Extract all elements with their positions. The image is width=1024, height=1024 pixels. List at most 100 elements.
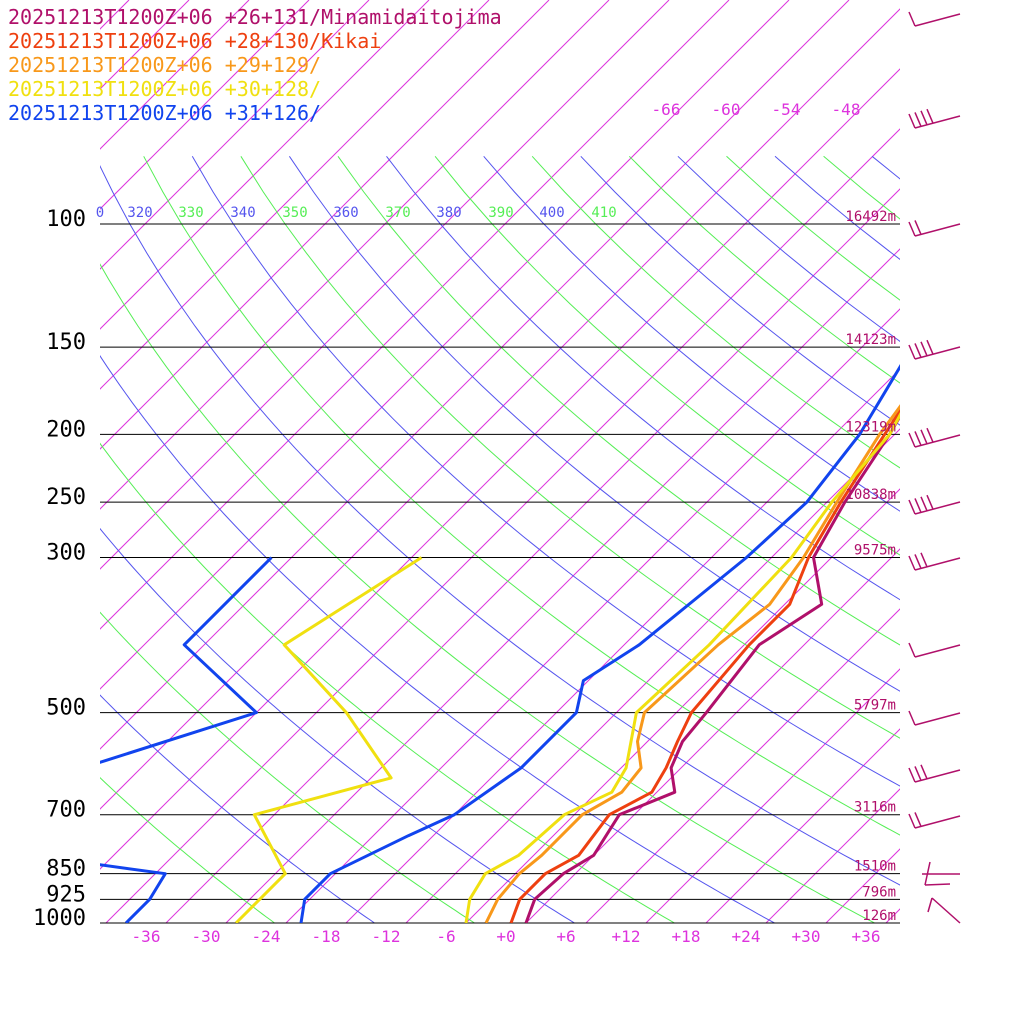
wind-barb bbox=[908, 764, 961, 783]
background-grid bbox=[100, 0, 1024, 923]
isotherm-line bbox=[105, 128, 900, 923]
dry-adiabat-line bbox=[337, 156, 900, 646]
barb-shaft bbox=[914, 223, 961, 237]
barb-flag bbox=[914, 431, 922, 446]
theta-label: 330 bbox=[178, 205, 203, 221]
upper-temperature-label: -66 bbox=[652, 100, 681, 119]
dry-adiabat-line bbox=[143, 156, 900, 836]
isotherm-line bbox=[345, 368, 900, 923]
height-label: 5797m bbox=[854, 698, 896, 714]
temperature-tick-label: +30 bbox=[792, 927, 821, 946]
barb-flag bbox=[920, 552, 928, 568]
dry-adiabat-line bbox=[386, 155, 900, 601]
theta-label: 400 bbox=[539, 205, 564, 221]
barb-flag bbox=[914, 498, 922, 513]
wind-barb bbox=[908, 427, 961, 448]
theta-label: 340 bbox=[230, 205, 255, 221]
barb-shaft bbox=[914, 13, 961, 27]
isotherm-line bbox=[100, 0, 850, 750]
barb-flag bbox=[927, 897, 933, 913]
legend: 20251213T1200Z+06 +26+131/Minamidaitojim… bbox=[8, 5, 502, 125]
theta-label: 0 bbox=[96, 205, 104, 221]
height-label: 126m bbox=[862, 908, 896, 924]
barb-shaft bbox=[914, 815, 961, 829]
legend-entry: 20251213T1200Z+06 +29+129/ bbox=[8, 53, 321, 77]
barb-shaft bbox=[931, 897, 961, 924]
wind-barb bbox=[908, 11, 961, 27]
isotherm-line bbox=[100, 0, 550, 450]
temperature-tick-label: -18 bbox=[312, 927, 341, 946]
isotherm-line bbox=[100, 0, 790, 690]
isotherm-line bbox=[705, 728, 900, 923]
barb-flag bbox=[926, 108, 934, 124]
height-label: 16492m bbox=[845, 209, 896, 225]
pressure-label: 1000 bbox=[33, 906, 86, 931]
wind-barbs bbox=[908, 11, 961, 924]
isotherm-line bbox=[100, 0, 430, 330]
isotherm-line bbox=[100, 8, 900, 810]
barb-flag bbox=[908, 11, 916, 27]
theta-label: 360 bbox=[333, 205, 358, 221]
barb-flag bbox=[926, 494, 934, 510]
temperature-tick-label: -36 bbox=[132, 927, 161, 946]
dry-adiabat-line bbox=[100, 164, 900, 886]
isotherm-line bbox=[525, 548, 900, 923]
upper-temperature-label: -60 bbox=[712, 100, 741, 119]
isotherm-line bbox=[765, 788, 900, 923]
isotherm-line bbox=[100, 0, 730, 630]
sounding-profiles bbox=[100, 364, 900, 923]
wind-barb bbox=[908, 552, 961, 571]
isotherm-line bbox=[825, 848, 900, 923]
temperature-tick-label: +0 bbox=[496, 927, 515, 946]
legend-entry: 20251213T1200Z+06 +26+131/Minamidaitojim… bbox=[8, 5, 502, 29]
pressure-label: 300 bbox=[46, 541, 86, 566]
legend-entry: 20251213T1200Z+06 +31+126/ bbox=[8, 101, 321, 125]
isotherm-line bbox=[100, 0, 190, 90]
isotherm-line bbox=[585, 608, 900, 923]
isotherm-line bbox=[946, 0, 1024, 923]
pressure-label: 925 bbox=[46, 882, 86, 907]
theta-label: 350 bbox=[282, 205, 307, 221]
dry-adiabat-line bbox=[240, 156, 900, 739]
dry-adiabat-line bbox=[100, 527, 576, 923]
temperature-tick-label: -12 bbox=[372, 927, 401, 946]
barb-flag bbox=[908, 767, 916, 783]
barb-flag bbox=[920, 764, 928, 780]
series-line-0 bbox=[524, 413, 900, 923]
wind-barb bbox=[908, 642, 961, 658]
isotherm-line bbox=[100, 0, 670, 570]
barb-flag bbox=[908, 499, 916, 515]
barb-flag bbox=[920, 429, 928, 445]
barb-flag bbox=[914, 766, 922, 781]
barb-flag bbox=[926, 339, 934, 355]
barb-flag bbox=[914, 343, 922, 358]
isotherm-line bbox=[100, 0, 310, 210]
pressure-label: 100 bbox=[46, 207, 86, 232]
barb-shaft bbox=[914, 346, 961, 360]
series-line-1 bbox=[509, 408, 900, 923]
height-label: 9575m bbox=[854, 543, 896, 559]
height-label: 796m bbox=[862, 884, 896, 900]
temperature-tick-label: +18 bbox=[672, 927, 701, 946]
pressure-label: 250 bbox=[46, 485, 86, 510]
legend-entry: 20251213T1200Z+06 +28+130/Kikai bbox=[8, 29, 381, 53]
temperature-tick-label: +36 bbox=[852, 927, 881, 946]
pressure-label: 700 bbox=[46, 798, 86, 823]
isotherm-line bbox=[885, 908, 900, 923]
wind-barb-low bbox=[922, 861, 961, 924]
temperature-tick-label: -6 bbox=[436, 927, 455, 946]
theta-label: 380 bbox=[436, 205, 461, 221]
wind-barb bbox=[908, 220, 961, 237]
dry-adiabat-line bbox=[483, 155, 900, 512]
dry-adiabat-line bbox=[677, 155, 900, 342]
pressure-label: 200 bbox=[46, 417, 86, 442]
series-line-4 bbox=[299, 364, 900, 923]
upper-temperature-label: -54 bbox=[772, 100, 801, 119]
series-line-6 bbox=[100, 556, 273, 923]
wind-barb bbox=[908, 108, 961, 129]
wind-barb bbox=[908, 339, 961, 360]
wind-barb bbox=[908, 812, 961, 829]
upper-temperature-label: -48 bbox=[832, 100, 861, 119]
dry-adiabat-line bbox=[100, 355, 776, 923]
